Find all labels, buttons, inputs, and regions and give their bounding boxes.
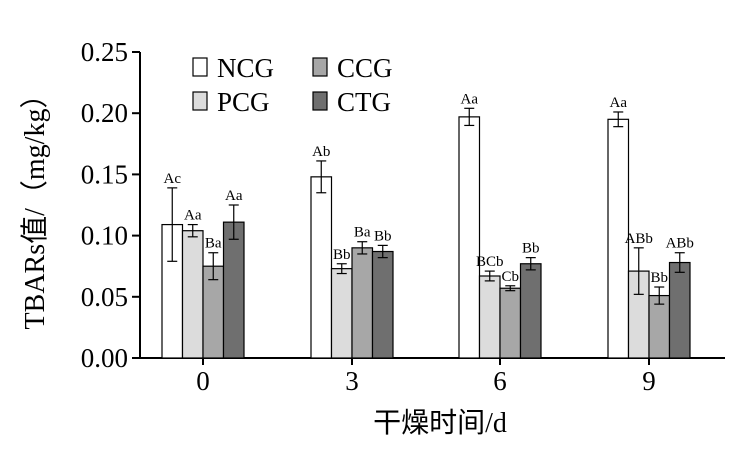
significance-label: Aa xyxy=(225,188,243,204)
y-axis-title: TBARs值/（mg/kg） xyxy=(19,81,51,330)
bar xyxy=(519,263,542,359)
significance-label: BCb xyxy=(476,254,504,270)
legend-label: NCG xyxy=(217,53,274,83)
bar xyxy=(371,250,394,359)
significance-label: Aa xyxy=(461,91,479,107)
bar xyxy=(310,176,333,359)
significance-label: ABb xyxy=(666,236,694,252)
y-tick-label: 0.25 xyxy=(81,37,128,67)
legend-swatch xyxy=(312,57,328,77)
bar xyxy=(668,261,691,359)
legend-label: PCG xyxy=(217,87,270,117)
bar xyxy=(499,287,522,359)
y-tick-label: 0.05 xyxy=(81,282,128,312)
legend-label: CCG xyxy=(337,53,393,83)
significance-label: Aa xyxy=(184,208,202,224)
bar xyxy=(181,230,204,359)
x-axis-title: 干燥时间/d xyxy=(373,407,507,439)
significance-label: ABb xyxy=(625,231,653,247)
significance-label: Bb xyxy=(650,270,668,286)
legend-swatch xyxy=(192,57,208,77)
significance-label: Bb xyxy=(374,228,392,244)
x-tick-label: 6 xyxy=(493,366,507,396)
significance-label: Ba xyxy=(205,236,222,252)
bar xyxy=(351,247,374,359)
legend-swatch xyxy=(192,91,208,111)
y-tick-label: 0.15 xyxy=(81,159,128,189)
y-tick-label: 0.10 xyxy=(81,221,128,251)
significance-label: Aa xyxy=(610,95,628,111)
bar xyxy=(478,275,501,359)
significance-label: Ac xyxy=(164,171,182,187)
legend-label: CTG xyxy=(337,87,391,117)
legend-swatch xyxy=(312,91,328,111)
bar xyxy=(330,268,353,359)
x-tick-label: 3 xyxy=(345,366,359,396)
x-tick-label: 0 xyxy=(196,366,210,396)
significance-label: Cb xyxy=(501,269,519,285)
y-tick-label: 0.20 xyxy=(81,98,128,128)
y-tick-label: 0.00 xyxy=(81,343,128,373)
significance-label: Bb xyxy=(333,247,351,263)
bar xyxy=(222,221,245,359)
significance-label: Ba xyxy=(354,225,371,241)
x-tick-label: 9 xyxy=(642,366,656,396)
significance-label: Ab xyxy=(312,144,330,160)
bar xyxy=(458,116,481,359)
significance-label: Bb xyxy=(522,241,540,257)
bar xyxy=(648,294,671,359)
